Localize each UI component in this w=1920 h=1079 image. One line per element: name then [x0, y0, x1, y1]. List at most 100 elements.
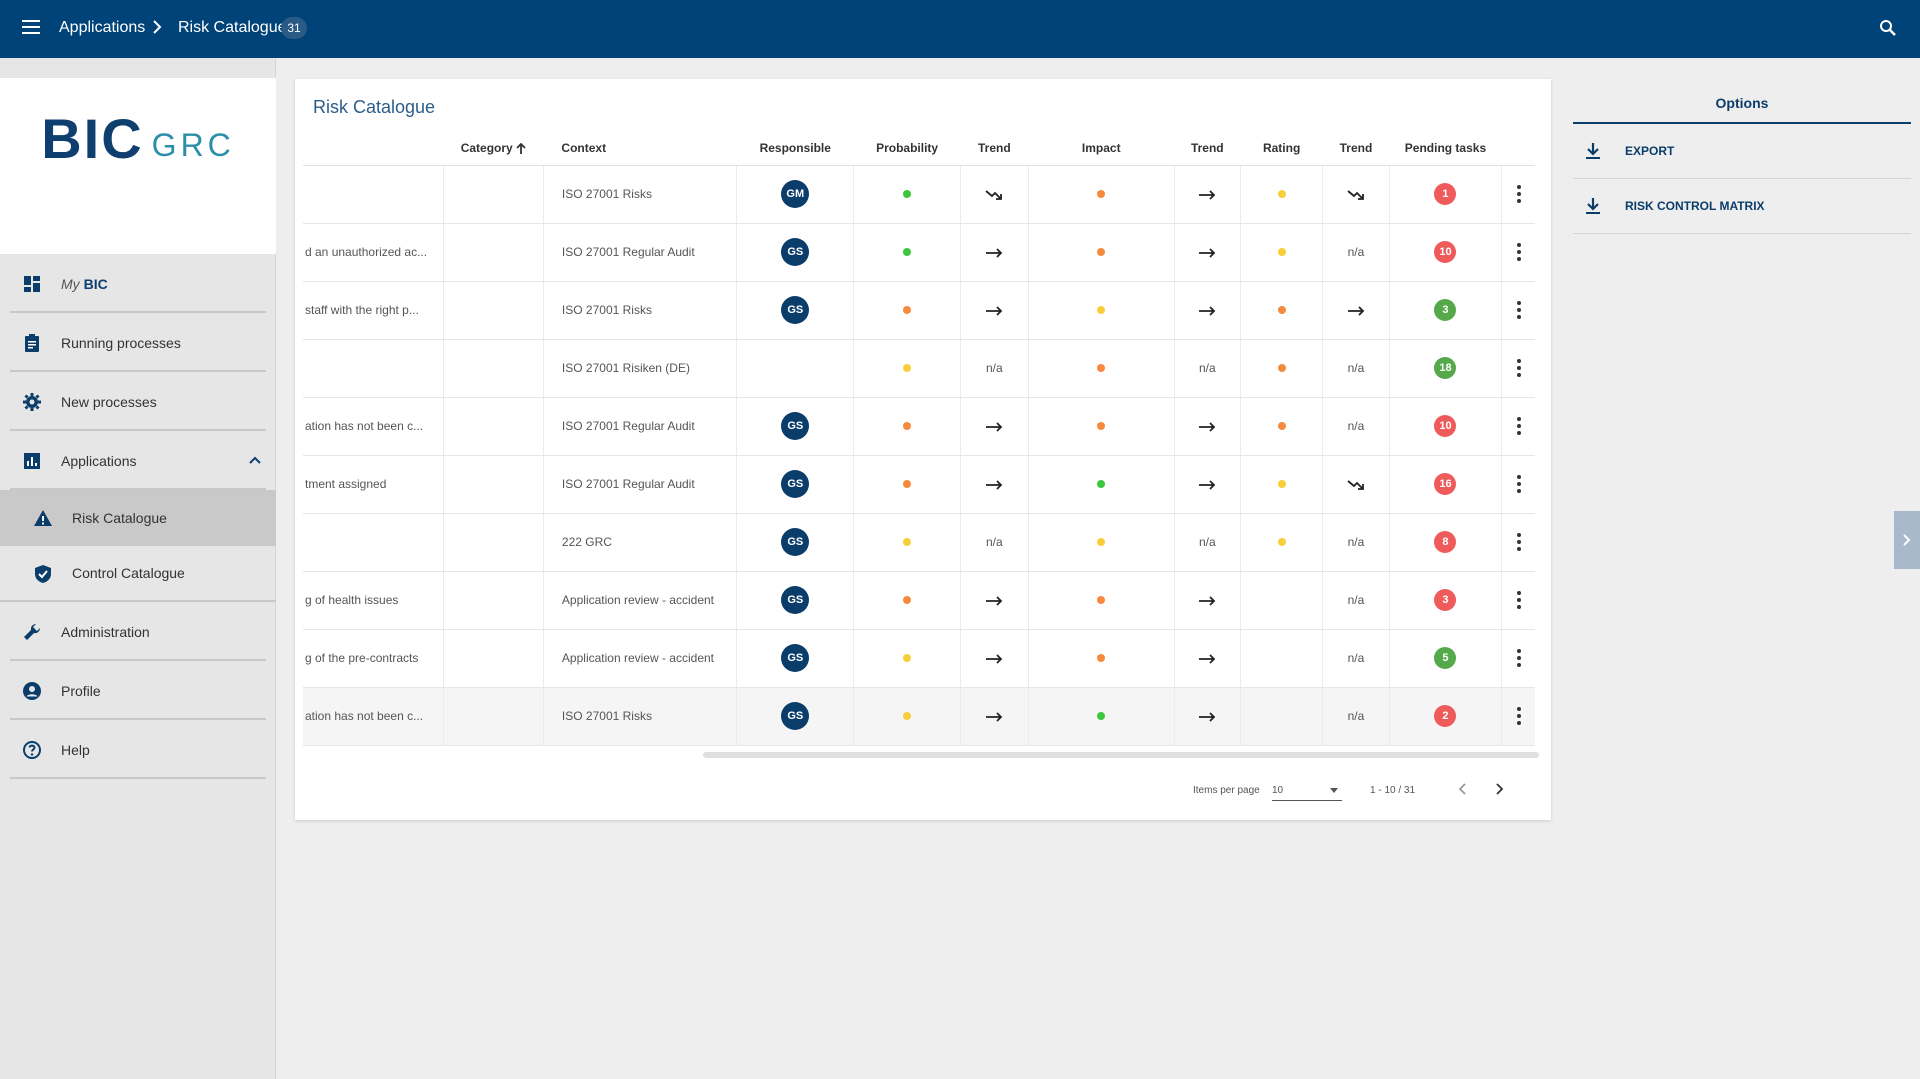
cell-actions: [1501, 455, 1535, 514]
pending-tasks-badge[interactable]: 5: [1434, 647, 1457, 669]
cell-rating: [1240, 339, 1324, 398]
pending-tasks-badge[interactable]: 10: [1434, 415, 1457, 437]
next-page-button[interactable]: [1491, 781, 1507, 797]
avatar[interactable]: GS: [781, 412, 810, 440]
pending-tasks-badge[interactable]: 18: [1434, 357, 1457, 379]
table-row[interactable]: d an unauthorized ac... ISO 27001 Regular…: [303, 223, 1535, 282]
column-header-rating[interactable]: Rating: [1240, 131, 1323, 166]
table-row[interactable]: staff with the right p... ISO 27001 Risks…: [303, 281, 1535, 340]
more-vert-icon[interactable]: [1516, 359, 1521, 377]
table-row[interactable]: ISO 27001 Risks GM 1: [303, 165, 1535, 224]
sidebar-item-profile[interactable]: Profile: [0, 661, 276, 720]
column-header-responsible[interactable]: Responsible: [736, 131, 854, 166]
sidebar-item-applications[interactable]: Applications: [0, 431, 276, 490]
more-vert-icon[interactable]: [1516, 185, 1521, 203]
more-vert-icon[interactable]: [1516, 301, 1521, 319]
cell-category: [443, 339, 544, 398]
trend-down-icon: [1347, 187, 1365, 201]
chevron-up-icon[interactable]: [248, 453, 262, 467]
cell-trend: n/a: [1322, 397, 1390, 456]
avatar[interactable]: GM: [781, 180, 810, 208]
status-dot-yellow: [903, 538, 912, 546]
table-row[interactable]: ation has not been c... ISO 27001 Regular…: [303, 397, 1535, 456]
side-panel-toggle[interactable]: [1894, 511, 1920, 569]
sidebar-item-administration[interactable]: Administration: [0, 602, 276, 661]
avatar[interactable]: GS: [781, 528, 810, 556]
table-row[interactable]: ISO 27001 Risiken (DE) n/a n/a n/a 18: [303, 339, 1535, 398]
context-text: ISO 27001 Regular Audit: [561, 419, 695, 433]
column-header-trend[interactable]: Trend: [1322, 131, 1390, 166]
cell-pending-tasks: 18: [1389, 339, 1503, 398]
cell-responsible: [736, 339, 855, 398]
cell-actions: [1501, 513, 1535, 572]
sidebar-item-my-bic[interactable]: My BIC: [0, 254, 276, 313]
column-header-pending-tasks[interactable]: Pending tasks: [1389, 131, 1502, 166]
export-button[interactable]: EXPORT: [1573, 124, 1911, 179]
previous-page-button[interactable]: [1455, 781, 1471, 797]
avatar[interactable]: GS: [781, 470, 810, 498]
pending-tasks-badge[interactable]: 10: [1434, 241, 1457, 263]
risk-table-container[interactable]: Category Context Responsible Probability…: [303, 131, 1535, 751]
column-header-probability[interactable]: Probability: [853, 131, 961, 166]
sidebar-item-running-processes[interactable]: Running processes: [0, 313, 276, 372]
pending-tasks-badge[interactable]: 3: [1434, 299, 1457, 321]
sidebar-item-new-processes[interactable]: New processes: [0, 372, 276, 431]
breadcrumb-applications[interactable]: Applications: [59, 19, 146, 36]
trend-flat-icon: [1198, 303, 1216, 317]
sidebar-item-control-catalogue[interactable]: Control Catalogue: [0, 546, 276, 602]
avatar[interactable]: GS: [781, 296, 810, 324]
more-vert-icon[interactable]: [1516, 417, 1521, 435]
table-row[interactable]: g of the pre-contracts Application review…: [303, 629, 1535, 688]
more-vert-icon[interactable]: [1516, 533, 1521, 551]
more-vert-icon[interactable]: [1516, 649, 1521, 667]
more-vert-icon[interactable]: [1516, 707, 1521, 725]
table-row[interactable]: 222 GRC GS n/a n/a n/a 8: [303, 513, 1535, 572]
risk-control-matrix-button[interactable]: RISK CONTROL MATRIX: [1573, 179, 1911, 234]
column-header-name[interactable]: [303, 131, 444, 166]
table-row[interactable]: tment assigned ISO 27001 Regular Audit GS 1…: [303, 455, 1535, 514]
cell-trend: [1174, 629, 1241, 688]
trend-flat-icon: [1198, 419, 1216, 433]
column-header-trend[interactable]: Trend: [960, 131, 1029, 166]
avatar[interactable]: GS: [781, 644, 810, 672]
sidebar-item-help[interactable]: Help: [0, 720, 276, 779]
cell-trend: [960, 455, 1029, 514]
pending-tasks-badge[interactable]: 1: [1434, 183, 1457, 205]
pending-tasks-badge[interactable]: 3: [1434, 589, 1457, 611]
count-badge: 31: [281, 17, 307, 39]
trend-flat-icon: [985, 245, 1003, 259]
avatar[interactable]: GS: [781, 238, 810, 266]
menu-icon[interactable]: [22, 20, 44, 38]
sidebar-item-risk-catalogue[interactable]: Risk Catalogue: [0, 490, 276, 546]
column-header-impact[interactable]: Impact: [1028, 131, 1175, 166]
table-row[interactable]: g of health issues Application review - a…: [303, 571, 1535, 630]
cell-risk-name: ation has not been c...: [303, 397, 444, 456]
column-header-context[interactable]: Context: [543, 131, 737, 166]
cell-context: ISO 27001 Regular Audit: [543, 223, 738, 282]
more-vert-icon[interactable]: [1516, 243, 1521, 261]
cell-probability: [853, 339, 961, 398]
cell-trend: [960, 223, 1029, 282]
more-vert-icon[interactable]: [1516, 475, 1521, 493]
more-vert-icon[interactable]: [1516, 591, 1521, 609]
table-row[interactable]: ation has not been c... ISO 27001 Risks GS…: [303, 687, 1535, 746]
trend-na: n/a: [985, 361, 1003, 375]
cell-context: 222 GRC: [543, 513, 738, 572]
column-header-trend[interactable]: Trend: [1174, 131, 1241, 166]
search-icon[interactable]: [1878, 18, 1898, 38]
cell-risk-name: [303, 339, 444, 398]
cell-risk-name: ation has not been c...: [303, 687, 444, 746]
avatar[interactable]: GS: [781, 586, 810, 614]
items-per-page-select[interactable]: 10: [1272, 779, 1342, 801]
pending-tasks-badge[interactable]: 16: [1434, 473, 1457, 495]
cell-trend: n/a: [1322, 339, 1390, 398]
cell-probability: [853, 165, 961, 224]
breadcrumb-risk-catalogue: Risk Catalogue: [178, 19, 287, 36]
cell-context: Application review - accident: [543, 629, 738, 688]
pending-tasks-badge[interactable]: 8: [1434, 531, 1457, 553]
avatar[interactable]: GS: [781, 702, 810, 730]
column-header-category[interactable]: Category: [443, 131, 544, 166]
pending-tasks-badge[interactable]: 2: [1434, 705, 1457, 727]
horizontal-scrollbar[interactable]: [703, 752, 1539, 758]
column-header-actions: [1501, 131, 1535, 166]
